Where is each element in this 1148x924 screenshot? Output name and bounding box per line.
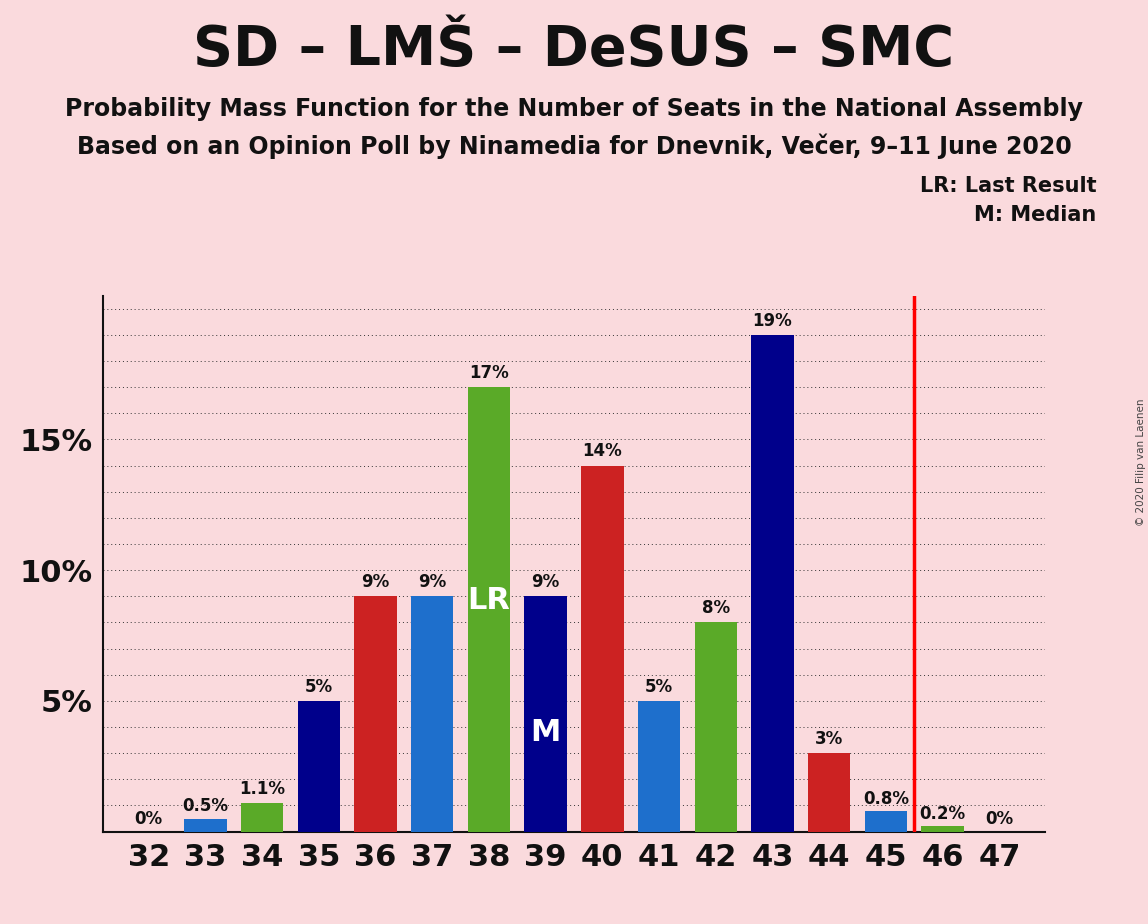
Text: LR: Last Result: LR: Last Result: [920, 176, 1096, 196]
Bar: [297, 701, 340, 832]
Bar: [355, 596, 397, 832]
Text: 1.1%: 1.1%: [239, 780, 285, 797]
Text: 5%: 5%: [304, 677, 333, 696]
Text: Probability Mass Function for the Number of Seats in the National Assembly: Probability Mass Function for the Number…: [65, 97, 1083, 121]
Text: 5%: 5%: [645, 677, 673, 696]
Bar: [922, 826, 964, 832]
Text: © 2020 Filip van Laenen: © 2020 Filip van Laenen: [1135, 398, 1146, 526]
Bar: [467, 387, 510, 832]
Bar: [581, 466, 623, 832]
Text: 9%: 9%: [532, 573, 560, 591]
Text: M: Median: M: Median: [975, 205, 1096, 225]
Text: Based on an Opinion Poll by Ninamedia for Dnevnik, Večer, 9–11 June 2020: Based on an Opinion Poll by Ninamedia fo…: [77, 134, 1071, 160]
Text: 0%: 0%: [134, 810, 163, 829]
Bar: [241, 803, 284, 832]
Bar: [864, 810, 907, 832]
Bar: [638, 701, 681, 832]
Bar: [695, 623, 737, 832]
Text: 3%: 3%: [815, 730, 844, 748]
Text: SD – LMŠ – DeSUS – SMC: SD – LMŠ – DeSUS – SMC: [193, 23, 955, 77]
Text: 9%: 9%: [418, 573, 447, 591]
Bar: [808, 753, 851, 832]
Text: 0.8%: 0.8%: [863, 789, 909, 808]
Bar: [525, 596, 567, 832]
Text: 14%: 14%: [582, 443, 622, 460]
Text: 17%: 17%: [470, 364, 509, 382]
Text: 0.2%: 0.2%: [920, 805, 965, 823]
Text: M: M: [530, 718, 561, 748]
Bar: [751, 334, 793, 832]
Text: 19%: 19%: [753, 311, 792, 330]
Text: LR: LR: [467, 586, 511, 615]
Text: 0%: 0%: [985, 810, 1014, 829]
Text: 8%: 8%: [701, 600, 730, 617]
Text: 9%: 9%: [362, 573, 389, 591]
Text: 0.5%: 0.5%: [183, 797, 228, 815]
Bar: [184, 819, 226, 832]
Bar: [411, 596, 453, 832]
